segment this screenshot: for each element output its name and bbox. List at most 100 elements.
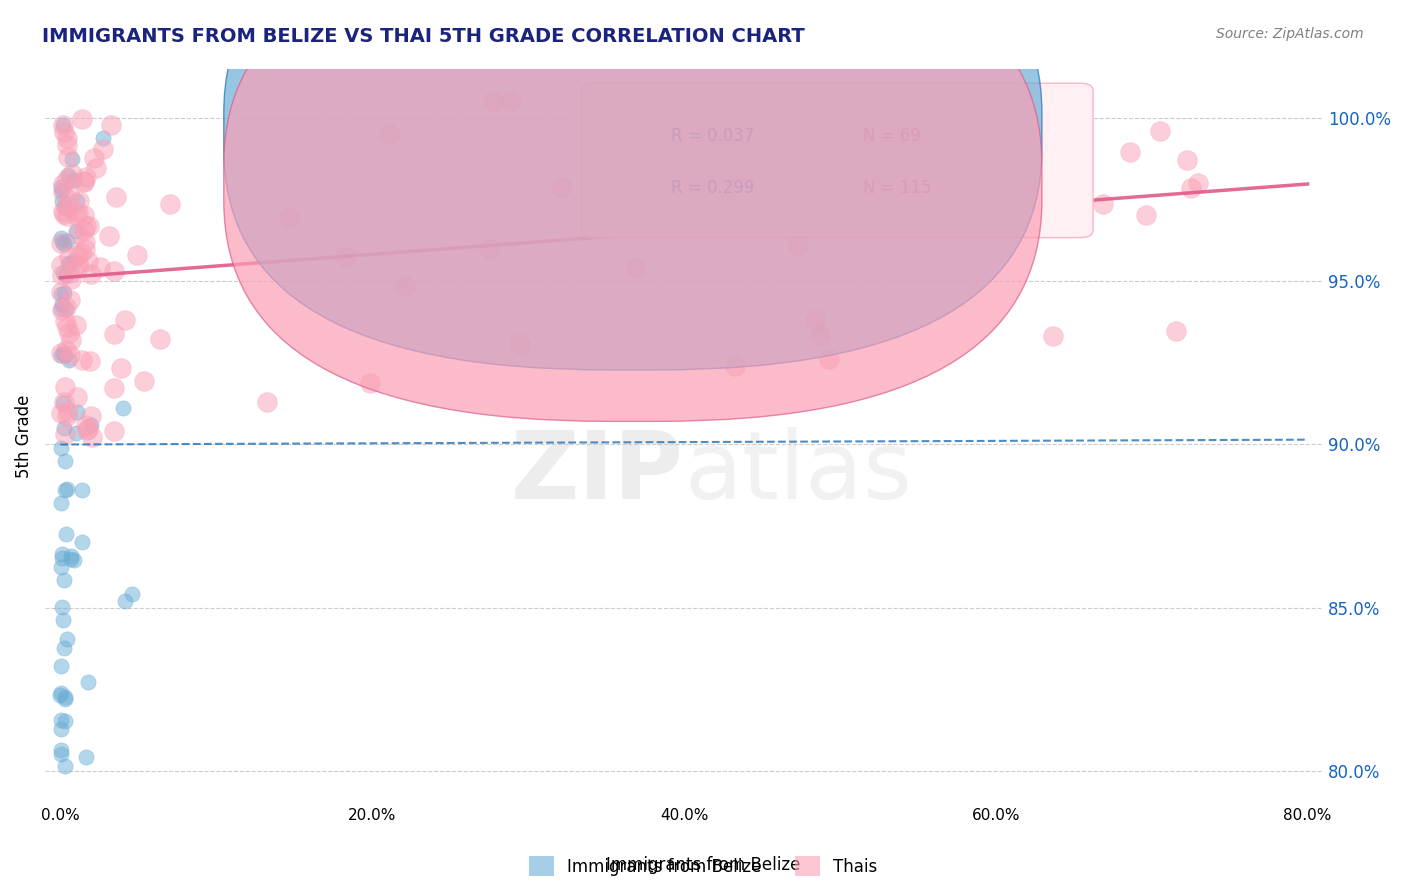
Immigrants from Belize bbox=[53, 483, 76, 497]
Immigrants from Belize bbox=[53, 640, 76, 655]
Thais bbox=[70, 353, 93, 368]
Thais bbox=[73, 208, 96, 222]
Thais bbox=[51, 236, 73, 251]
Immigrants from Belize bbox=[55, 527, 77, 541]
Thais bbox=[51, 268, 73, 282]
Immigrants from Belize bbox=[52, 421, 75, 435]
Thais bbox=[55, 138, 77, 153]
Thais bbox=[82, 429, 104, 443]
Thais bbox=[1135, 208, 1157, 222]
Thais bbox=[1164, 324, 1187, 338]
Immigrants from Belize bbox=[55, 632, 77, 646]
Thais bbox=[394, 278, 416, 293]
Immigrants from Belize bbox=[77, 674, 100, 689]
Thais bbox=[256, 394, 278, 409]
Text: ZIP: ZIP bbox=[512, 427, 683, 519]
Text: R = 0.037: R = 0.037 bbox=[671, 128, 755, 145]
Thais bbox=[56, 130, 79, 145]
Immigrants from Belize bbox=[51, 235, 73, 250]
Thais bbox=[84, 161, 107, 175]
Thais bbox=[714, 95, 737, 110]
Thais bbox=[52, 177, 75, 191]
Immigrants from Belize bbox=[56, 482, 79, 496]
Immigrants from Belize bbox=[49, 714, 72, 728]
Immigrants from Belize bbox=[55, 348, 77, 362]
Immigrants from Belize bbox=[49, 658, 72, 673]
Thais bbox=[637, 174, 659, 188]
Thais bbox=[103, 424, 125, 438]
Thais bbox=[1046, 94, 1069, 108]
Thais bbox=[787, 237, 810, 252]
Thais bbox=[818, 351, 841, 366]
Thais bbox=[70, 246, 93, 260]
Thais bbox=[159, 197, 181, 211]
Thais bbox=[65, 208, 87, 222]
Immigrants from Belize bbox=[55, 268, 77, 282]
Immigrants from Belize bbox=[51, 547, 73, 561]
Thais bbox=[100, 118, 122, 132]
Thais bbox=[52, 395, 75, 409]
Immigrants from Belize bbox=[91, 131, 114, 145]
Immigrants from Belize bbox=[60, 549, 83, 563]
Thais bbox=[73, 242, 96, 256]
Thais bbox=[49, 258, 72, 272]
Thais bbox=[83, 151, 105, 165]
Immigrants from Belize bbox=[51, 600, 73, 615]
Thais bbox=[894, 194, 917, 208]
Thais bbox=[482, 94, 505, 108]
Thais bbox=[75, 219, 97, 234]
Thais bbox=[77, 253, 100, 268]
Thais bbox=[73, 174, 96, 188]
Thais bbox=[79, 353, 101, 368]
Thais bbox=[52, 186, 75, 200]
Thais bbox=[59, 348, 82, 362]
Thais bbox=[979, 149, 1001, 163]
Thais bbox=[52, 203, 75, 218]
Immigrants from Belize bbox=[56, 257, 79, 271]
Thais bbox=[103, 326, 125, 341]
Immigrants from Belize bbox=[49, 495, 72, 509]
Thais bbox=[72, 112, 94, 126]
Thais bbox=[76, 423, 98, 437]
Thais bbox=[127, 248, 149, 262]
Thais bbox=[75, 235, 97, 249]
Immigrants from Belize bbox=[63, 253, 86, 268]
Immigrants from Belize bbox=[53, 453, 76, 467]
Thais bbox=[359, 376, 381, 391]
Thais bbox=[59, 188, 82, 202]
Immigrants from Belize bbox=[56, 168, 79, 182]
Thais bbox=[626, 260, 648, 275]
Thais bbox=[132, 374, 155, 388]
Thais bbox=[91, 143, 114, 157]
Thais bbox=[808, 327, 831, 342]
Immigrants from Belize bbox=[52, 200, 75, 214]
Immigrants from Belize bbox=[65, 223, 87, 237]
Thais bbox=[56, 150, 79, 164]
Text: Immigrants from Belize: Immigrants from Belize bbox=[606, 856, 800, 874]
Thais bbox=[149, 332, 172, 346]
Thais bbox=[73, 175, 96, 189]
Immigrants from Belize bbox=[51, 184, 73, 198]
Thais bbox=[89, 260, 111, 274]
Thais bbox=[79, 409, 101, 423]
Thais bbox=[103, 263, 125, 277]
Thais bbox=[1092, 197, 1115, 211]
Immigrants from Belize bbox=[51, 743, 73, 757]
Thais bbox=[53, 125, 76, 139]
Immigrants from Belize bbox=[49, 348, 72, 362]
Y-axis label: 5th Grade: 5th Grade bbox=[15, 394, 32, 478]
FancyBboxPatch shape bbox=[224, 0, 1042, 370]
Thais bbox=[56, 409, 79, 423]
Thais bbox=[1187, 176, 1209, 190]
Immigrants from Belize bbox=[72, 534, 94, 549]
Immigrants from Belize bbox=[51, 266, 73, 280]
Text: N = 69: N = 69 bbox=[863, 128, 921, 145]
Immigrants from Belize bbox=[49, 685, 72, 699]
Immigrants from Belize bbox=[114, 594, 136, 608]
Immigrants from Belize bbox=[51, 441, 73, 455]
Thais bbox=[56, 172, 79, 186]
Immigrants from Belize bbox=[52, 396, 75, 410]
Immigrants from Belize bbox=[59, 256, 82, 270]
Thais bbox=[1119, 145, 1142, 160]
Thais bbox=[550, 180, 572, 194]
